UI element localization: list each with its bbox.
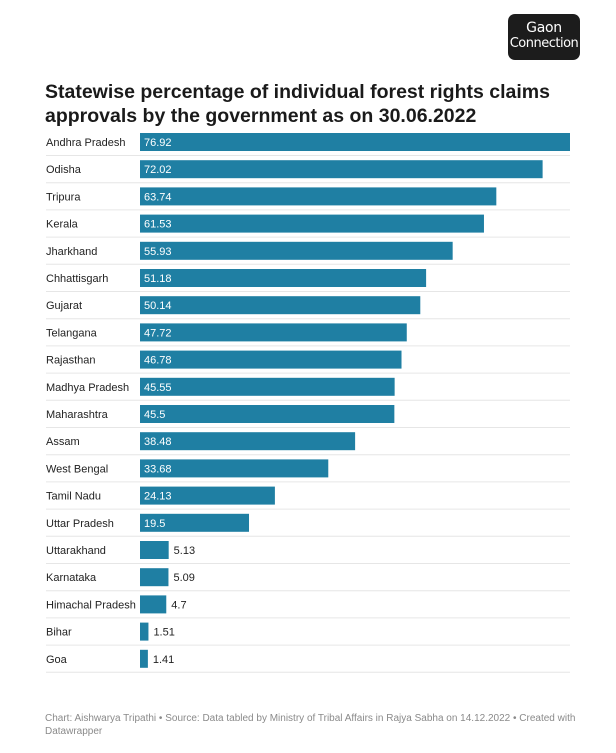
- value-label: 1.51: [153, 627, 174, 639]
- bar: [140, 323, 407, 342]
- bar: [140, 541, 169, 559]
- bar: [140, 432, 356, 451]
- value-label: 5.09: [173, 572, 194, 584]
- category-label: Kerala: [46, 219, 79, 231]
- category-label: Gujarat: [46, 300, 82, 312]
- bar: [140, 187, 497, 206]
- bar: [140, 649, 148, 668]
- bar: [140, 350, 402, 369]
- value-label: 5.13: [174, 545, 195, 557]
- bar: [140, 133, 570, 151]
- value-label: 63.74: [144, 191, 172, 203]
- value-label: 47.72: [144, 327, 172, 339]
- value-label: 55.93: [144, 246, 172, 258]
- category-label: Tamil Nadu: [46, 491, 101, 503]
- value-label: 38.48: [144, 436, 172, 448]
- bar: [140, 241, 453, 260]
- bar: [140, 595, 167, 614]
- value-label: 45.5: [144, 409, 165, 421]
- value-label: 76.92: [144, 137, 172, 149]
- category-label: Karnataka: [46, 572, 97, 584]
- logo-line-2: Connection: [509, 36, 579, 51]
- bar: [140, 568, 169, 587]
- value-label: 4.7: [171, 599, 186, 611]
- bar: [140, 622, 149, 641]
- category-label: Odisha: [46, 164, 82, 176]
- category-label: Himachal Pradesh: [46, 599, 136, 611]
- category-label: Assam: [46, 436, 80, 448]
- value-label: 51.18: [144, 273, 172, 285]
- value-label: 1.41: [153, 654, 174, 666]
- value-label: 33.68: [144, 463, 172, 475]
- value-label: 50.14: [144, 300, 172, 312]
- value-label: 19.5: [144, 518, 165, 530]
- logo-line-1: Gaon: [526, 20, 562, 36]
- bar: [140, 296, 421, 315]
- bar: [140, 513, 250, 532]
- bar: [140, 405, 395, 423]
- category-label: Telangana: [46, 327, 98, 339]
- category-label: Uttarakhand: [46, 545, 106, 557]
- category-label: Goa: [46, 654, 68, 666]
- category-label: Maharashtra: [46, 409, 109, 421]
- category-label: Jharkhand: [46, 246, 97, 258]
- bar: [140, 377, 395, 396]
- bar: [140, 160, 543, 179]
- chart-footer: Chart: Aishwarya Tripathi • Source: Data…: [45, 713, 576, 737]
- bar-chart: Andhra Pradesh 76.92 Odisha 72.02 Tripura 63.…: [46, 133, 570, 673]
- bar: [140, 486, 275, 505]
- gaon-connection-logo: Gaon Connection: [508, 14, 580, 60]
- category-label: Chhattisgarh: [46, 273, 108, 285]
- chart-title: Statewise percentage of individual fores…: [45, 81, 550, 127]
- category-label: Andhra Pradesh: [46, 137, 126, 149]
- category-label: West Bengal: [46, 463, 108, 475]
- value-label: 45.55: [144, 382, 172, 394]
- value-label: 61.53: [144, 219, 172, 231]
- bar: [140, 269, 427, 287]
- bar: [140, 214, 484, 233]
- category-label: Rajasthan: [46, 355, 96, 367]
- value-label: 72.02: [144, 164, 172, 176]
- category-label: Tripura: [46, 191, 81, 203]
- bar: [140, 459, 329, 478]
- category-label: Madhya Pradesh: [46, 382, 129, 394]
- category-label: Uttar Pradesh: [46, 518, 114, 530]
- value-label: 46.78: [144, 355, 172, 367]
- value-label: 24.13: [144, 491, 172, 503]
- category-label: Bihar: [46, 627, 72, 639]
